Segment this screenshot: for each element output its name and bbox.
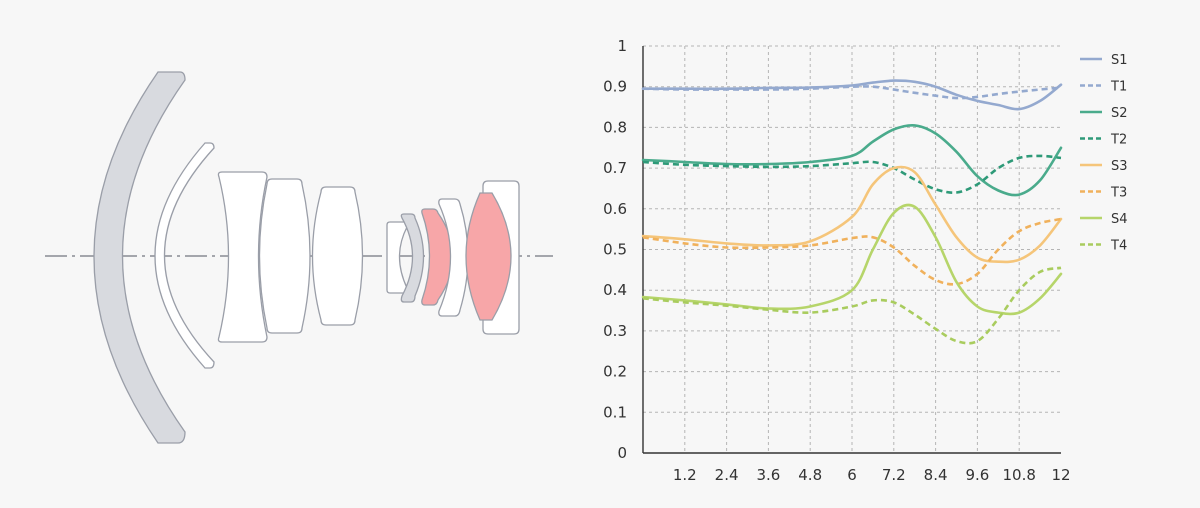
series-line-t3 — [642, 217, 1062, 286]
y-tick-label: 1 — [617, 37, 627, 55]
legend-label-t3: T3 — [1110, 186, 1127, 201]
x-tick-label: 2.4 — [715, 466, 739, 484]
series-line-s3 — [641, 165, 1063, 264]
y-tick-label: 0.4 — [603, 281, 627, 299]
y-tick-label: 0.7 — [603, 159, 627, 177]
legend-label-s4: S4 — [1111, 212, 1128, 227]
lens-element-5 — [311, 186, 364, 326]
lens-element-7 — [400, 213, 425, 303]
chart-series — [641, 79, 1063, 345]
x-tick-label: 3.6 — [756, 466, 780, 484]
x-tick-label: 12 — [1051, 466, 1070, 484]
x-tick-label: 7.2 — [882, 466, 906, 484]
series-line-t4 — [642, 266, 1062, 345]
lens-element-6 — [386, 221, 408, 294]
legend-label-t1: T1 — [1110, 80, 1127, 95]
x-tick-label: 4.8 — [798, 466, 822, 484]
lens-element-9 — [438, 198, 469, 317]
y-tick-label: 0.5 — [603, 241, 627, 259]
x-tick-label: 9.6 — [965, 466, 989, 484]
x-tick-label: 10.8 — [1002, 466, 1035, 484]
x-tick-label: 1.2 — [673, 466, 697, 484]
x-tick-label: 6 — [847, 466, 857, 484]
lens-element-1 — [93, 71, 186, 444]
legend-label-t2: T2 — [1110, 133, 1127, 148]
lens-element-10 — [465, 192, 512, 321]
lens-element-4 — [258, 178, 311, 334]
y-tick-label: 0.8 — [603, 118, 627, 136]
lens-diagram — [45, 71, 553, 444]
lens-element-8 — [421, 208, 454, 306]
legend-label-s3: S3 — [1111, 159, 1128, 174]
lens-element-2 — [154, 142, 215, 369]
chart-legend: S1 T1 S2 T2 S3 T3 S4 T4 — [1080, 53, 1128, 254]
legend-label-t4: T4 — [1110, 239, 1127, 254]
legend-label-s2: S2 — [1111, 106, 1128, 121]
mtf-chart: 0 0.1 0.2 0.3 0.4 0.5 0.6 0.7 0.8 0.9 1 1.2 2.4 3.6 4… — [603, 37, 1127, 484]
y-tick-label: 0.9 — [603, 78, 627, 96]
chart-grid — [643, 45, 1061, 453]
y-tick-label: 0.2 — [603, 363, 627, 381]
x-tick-label: 8.4 — [924, 466, 948, 484]
series-line-t1 — [642, 85, 1062, 100]
y-tick-label: 0.3 — [603, 322, 627, 340]
lens-element-3 — [217, 171, 268, 343]
x-tick-labels: 1.2 2.4 3.6 4.8 6 7.2 8.4 9.6 10.8 12 — [673, 466, 1071, 484]
chart-axes — [642, 46, 1061, 454]
y-tick-label: 0.6 — [603, 200, 627, 218]
y-tick-labels: 0 0.1 0.2 0.3 0.4 0.5 0.6 0.7 0.8 0.9 1 — [603, 37, 627, 462]
y-tick-label: 0.1 — [603, 403, 627, 421]
legend-label-s1: S1 — [1111, 53, 1128, 68]
y-tick-label: 0 — [617, 444, 627, 462]
series-line-s2 — [641, 123, 1063, 197]
series-line-t2 — [642, 154, 1062, 194]
